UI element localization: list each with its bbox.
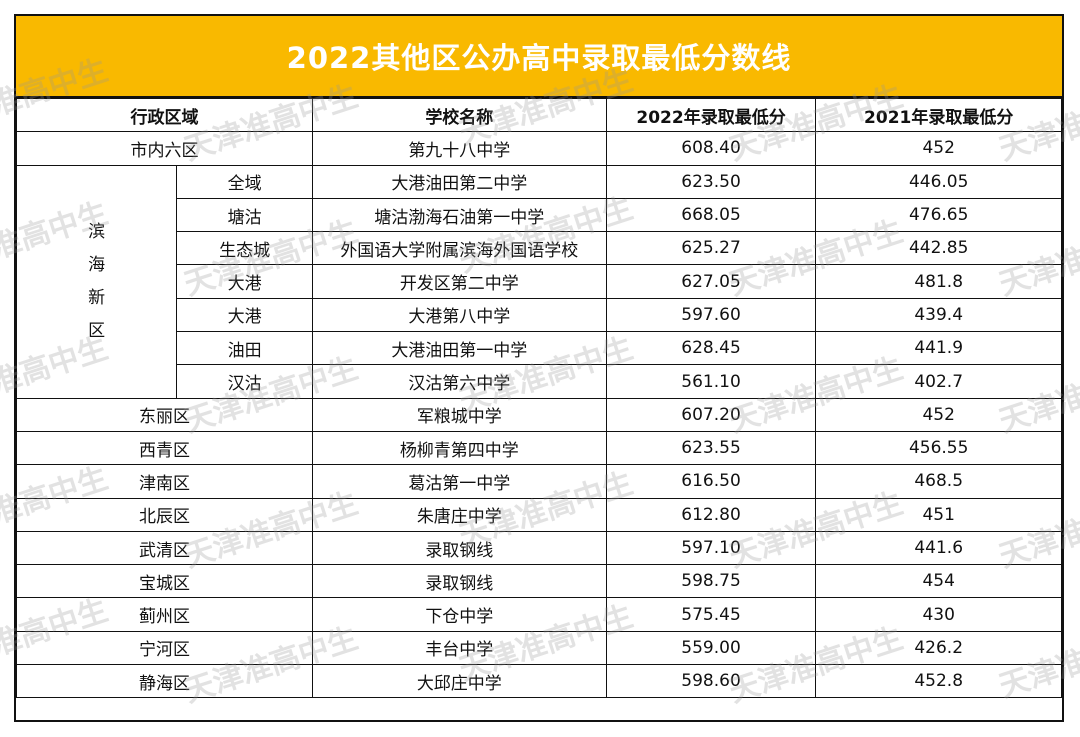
sub-district-cell: 大港: [176, 264, 313, 299]
binhai-district-cell: 滨 海 新 区: [15, 164, 178, 399]
score-2022-cell: 597.60: [605, 297, 817, 333]
score-2021-cell: 481.8: [815, 264, 1062, 299]
score-2021-cell: 402.7: [815, 364, 1062, 399]
score-2021-cell: 451: [815, 497, 1062, 532]
school-cell: 葛沽第一中学: [311, 464, 607, 499]
score-table: 行政区域 学校名称 2022年录取最低分 2021年录取最低分 市内六区 第九十…: [15, 97, 1062, 699]
score-2021-cell: 430: [815, 597, 1062, 632]
school-cell: 录取钢线: [311, 530, 607, 566]
sub-district-cell: 全域: [176, 164, 313, 199]
score-2022-cell: 623.55: [605, 430, 817, 466]
school-cell: 塘沽渤海石油第一中学: [311, 197, 607, 233]
score-2021-cell: 452: [815, 131, 1062, 166]
score-2022-cell: 627.05: [605, 264, 817, 299]
table-row: 油田 大港油田第一中学 628.45 441.9: [17, 331, 1062, 366]
score-2021-cell: 439.4: [815, 297, 1062, 333]
score-2022-cell: 597.10: [605, 530, 817, 566]
score-2022-cell: 668.05: [605, 197, 817, 233]
table-row: 塘沽 塘沽渤海石油第一中学 668.05 476.65: [17, 197, 1062, 233]
school-cell: 第九十八中学: [311, 131, 607, 166]
table-row: 静海区 大邱庄中学 598.60 452.8: [16, 664, 1062, 699]
score-2022-cell: 612.80: [605, 497, 817, 532]
binhai-char: 海: [88, 254, 106, 275]
header-row: 行政区域 学校名称 2022年录取最低分 2021年录取最低分: [16, 97, 1062, 133]
district-cell: 宁河区: [16, 630, 313, 666]
table-row: 宝城区 录取钢线 598.75 454: [16, 564, 1062, 599]
district-cell: 市内六区: [16, 131, 313, 166]
score-2022-cell: 561.10: [605, 364, 817, 399]
table-row: 汉沽 汉沽第六中学 561.10 402.7: [17, 364, 1062, 399]
sub-district-cell: 生态城: [176, 231, 313, 266]
header-district: 行政区域: [16, 97, 313, 133]
score-2021-cell: 452.8: [815, 664, 1062, 699]
school-cell: 大港油田第一中学: [311, 331, 607, 366]
school-cell: 下仓中学: [311, 597, 607, 632]
table-row: 津南区 葛沽第一中学 616.50 468.5: [16, 464, 1062, 499]
school-cell: 杨柳青第四中学: [311, 430, 607, 466]
district-cell: 东丽区: [16, 397, 313, 432]
district-cell: 宝城区: [16, 564, 313, 599]
district-cell: 静海区: [16, 664, 313, 699]
district-cell: 北辰区: [16, 497, 313, 532]
district-cell: 蓟州区: [16, 597, 313, 632]
score-2021-cell: 442.85: [815, 231, 1062, 266]
score-2021-cell: 456.55: [815, 430, 1062, 466]
score-2022-cell: 598.75: [605, 564, 817, 599]
binhai-char: 区: [88, 320, 106, 341]
school-cell: 军粮城中学: [311, 397, 607, 432]
school-cell: 丰台中学: [311, 630, 607, 666]
header-score-2022: 2022年录取最低分: [605, 97, 817, 133]
table-row: 滨 海 新 区 全域 大港油田第二中学 623.50 446.05: [15, 164, 1062, 399]
header-score-2021: 2021年录取最低分: [815, 97, 1062, 133]
score-2022-cell: 623.50: [605, 164, 817, 199]
district-cell: 武清区: [16, 530, 313, 566]
sub-district-cell: 塘沽: [176, 197, 313, 233]
district-cell: 西青区: [16, 430, 313, 466]
table-row: 大港 大港第八中学 597.60 439.4: [17, 297, 1062, 333]
table-row: 蓟州区 下仓中学 575.45 430: [16, 597, 1062, 632]
score-2022-cell: 625.27: [605, 231, 817, 266]
score-2021-cell: 452: [815, 397, 1062, 432]
score-2021-cell: 468.5: [815, 464, 1062, 499]
sub-district-cell: 大港: [176, 297, 313, 333]
table-row: 市内六区 第九十八中学 608.40 452: [16, 131, 1062, 166]
score-table-frame: 2022其他区公办高中录取最低分数线 行政区域 学校名称 2022年录取最低分 …: [14, 14, 1064, 722]
score-2022-cell: 559.00: [605, 630, 817, 666]
table-title: 2022其他区公办高中录取最低分数线: [286, 41, 792, 75]
score-2021-cell: 454: [815, 564, 1062, 599]
school-cell: 大邱庄中学: [311, 664, 607, 699]
school-cell: 汉沽第六中学: [311, 364, 607, 399]
score-2021-cell: 441.6: [815, 530, 1062, 566]
binhai-char: 滨: [88, 221, 106, 242]
table-row: 东丽区 军粮城中学 607.20 452: [16, 397, 1062, 432]
table-row: 生态城 外国语大学附属滨海外国语学校 625.27 442.85: [17, 231, 1062, 266]
score-2022-cell: 628.45: [605, 331, 817, 366]
sub-district-cell: 汉沽: [176, 364, 313, 399]
score-2022-cell: 575.45: [605, 597, 817, 632]
score-2022-cell: 607.20: [605, 397, 817, 432]
table-row: 武清区 录取钢线 597.10 441.6: [16, 530, 1062, 566]
header-school: 学校名称: [311, 97, 607, 133]
score-2022-cell: 598.60: [605, 664, 817, 699]
table-row: 西青区 杨柳青第四中学 623.55 456.55: [16, 430, 1062, 466]
school-cell: 录取钢线: [311, 564, 607, 599]
school-cell: 外国语大学附属滨海外国语学校: [311, 231, 607, 266]
school-cell: 朱唐庄中学: [311, 497, 607, 532]
score-2022-cell: 608.40: [605, 131, 817, 166]
score-2021-cell: 441.9: [815, 331, 1062, 366]
table-row: 宁河区 丰台中学 559.00 426.2: [16, 630, 1062, 666]
school-cell: 开发区第二中学: [311, 264, 607, 299]
score-2022-cell: 616.50: [605, 464, 817, 499]
title-bar: 2022其他区公办高中录取最低分数线: [16, 16, 1062, 98]
score-2021-cell: 426.2: [815, 630, 1062, 666]
binhai-char: 新: [88, 287, 106, 308]
school-cell: 大港第八中学: [311, 297, 607, 333]
district-cell: 津南区: [16, 464, 313, 499]
score-2021-cell: 446.05: [815, 164, 1062, 199]
school-cell: 大港油田第二中学: [311, 164, 607, 199]
sub-district-cell: 油田: [176, 331, 313, 366]
score-2021-cell: 476.65: [815, 197, 1062, 233]
table-row: 北辰区 朱唐庄中学 612.80 451: [16, 497, 1062, 532]
table-row: 大港 开发区第二中学 627.05 481.8: [17, 264, 1062, 299]
